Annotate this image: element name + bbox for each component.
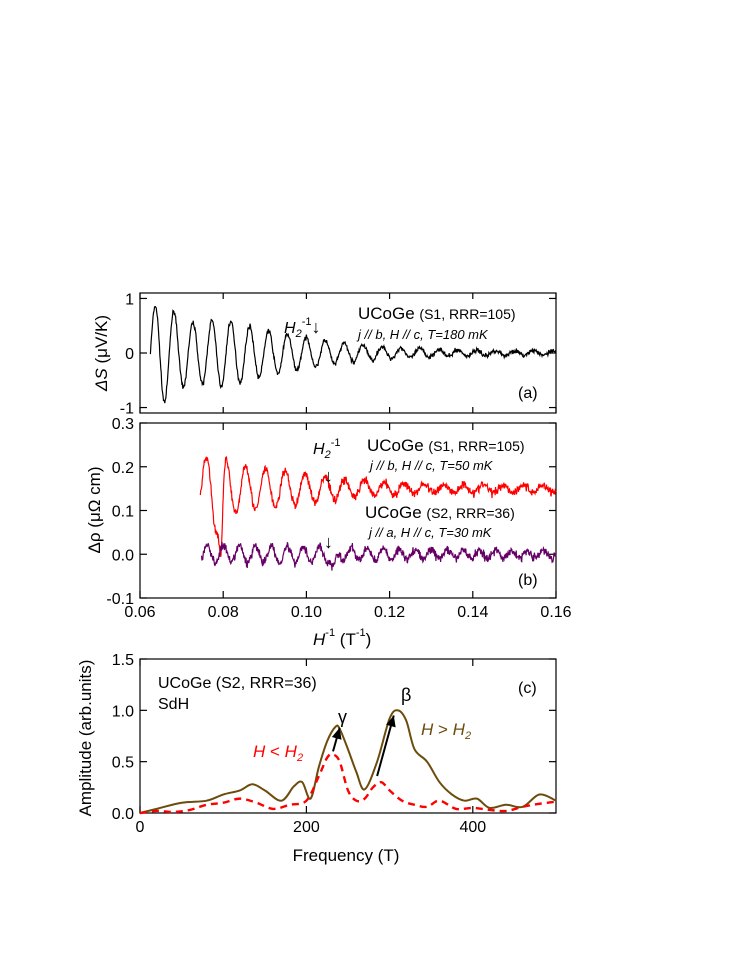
- panel-b-xtick-label: 0.14: [457, 604, 488, 621]
- panel-b-ytick-label: 0.1: [112, 504, 134, 521]
- panel-c-y-ticks: 1.5 1.0 0.5 0.0: [112, 652, 556, 823]
- legend-h-below-h2: H < H2: [253, 742, 303, 764]
- panel-a-sample-title: UCoGe (S1, RRR=105): [358, 304, 516, 323]
- panel-c-frame: [139, 658, 557, 814]
- panel-b-xtick-label: 0.16: [540, 604, 571, 621]
- panel-b-ytick-label: 0.3: [112, 416, 134, 433]
- panel-b-xtick-label: 0.06: [124, 604, 155, 621]
- panel-b-series: [199, 456, 557, 571]
- panel-c-series: [139, 709, 557, 815]
- panel-a-ytick-label: 1: [125, 291, 134, 308]
- panel-a-label: (a): [518, 385, 538, 402]
- panel-a-ylabel: ΔS (μV/K): [92, 315, 111, 392]
- panel-b-s2-series-line: [200, 542, 557, 571]
- panel-a: 1 0 -1 ΔS (μV/K) UCoGe (S1, RRR=105) j // …: [92, 291, 557, 418]
- panel-b: 0.3 0.2 0.1 0.0 -0.1 0.06 0.08 0.10 0.12 0.14 0.1…: [85, 416, 572, 649]
- panel-b-s1-conditions: j // b, H // c, T=50 mK: [368, 458, 494, 473]
- panel-b-s2-title: UCoGe (S2, RRR=36): [365, 503, 515, 522]
- panel-c: 1.5 1.0 0.5 0.0 0 200 400 Amplitude (arb.unit…: [76, 652, 557, 865]
- panel-b-s1-series-line: [199, 456, 557, 557]
- panel-c-xlabel: Frequency (T): [293, 846, 400, 865]
- spectrum-h-above-h2: [139, 709, 557, 814]
- panel-c-xtick-label: 400: [459, 819, 486, 836]
- panel-b-s1-title: UCoGe (S1, RRR=105): [367, 436, 525, 455]
- panel-b-y-ticks: 0.3 0.2 0.1 0.0 -0.1: [106, 416, 556, 608]
- peak-shift-arrows: [331, 715, 396, 777]
- panel-b-ytick-label: -0.1: [106, 591, 134, 608]
- panel-b-label: (b): [518, 572, 538, 589]
- panel-c-ylabel: Amplitude (arb.units): [76, 660, 95, 817]
- panel-c-sample-title: UCoGe (S2, RRR=36): [158, 675, 317, 692]
- panel-b-ytick-label: 0.2: [112, 460, 134, 477]
- panel-a-ytick-label: 0: [125, 346, 134, 363]
- panel-b-lower-arrow: ↓: [324, 532, 333, 552]
- panel-b-xtick-label: 0.08: [208, 604, 239, 621]
- gamma-shift-arrow-head: [331, 727, 342, 740]
- peak-gamma-label: γ: [338, 707, 347, 727]
- panel-c-ytick-label: 1.5: [112, 652, 134, 669]
- panel-b-h2-arrow: ↓: [324, 466, 333, 486]
- spectrum-h-below-h2: [139, 752, 557, 815]
- panel-b-ylabel: Δρ (μΩ cm): [85, 467, 104, 554]
- panel-b-s2-conditions: j // a, H // c, T=30 mK: [367, 525, 493, 540]
- legend-h-above-h2: H > H2: [421, 720, 471, 742]
- panel-a-series-line: [149, 305, 557, 404]
- panel-a-y-ticks: 1 0 -1: [120, 291, 557, 418]
- panel-c-xtick-label: 0: [136, 819, 145, 836]
- panel-a-conditions: j // b, H // c, T=180 mK: [356, 327, 489, 342]
- panel-a-series: [149, 305, 557, 404]
- panel-c-ytick-label: 0.0: [112, 806, 134, 823]
- panel-a-h2-annotation: H2-1↓: [284, 316, 320, 340]
- panel-a-ytick-label: -1: [120, 401, 134, 418]
- panel-c-ytick-label: 0.5: [112, 755, 134, 772]
- panel-b-xtick-label: 0.10: [291, 604, 322, 621]
- panel-c-method: SdH: [158, 696, 189, 713]
- panel-b-x-ticks: 0.06 0.08 0.10 0.12 0.14 0.16: [124, 423, 572, 621]
- panel-b-xtick-label: 0.12: [374, 604, 405, 621]
- beta-shift-arrow-head: [386, 715, 396, 728]
- panel-c-x-ticks: 0 200 400: [136, 659, 486, 836]
- panel-b-xlabel: H-1 (T-1): [313, 627, 371, 649]
- panel-b-h2-annotation: H2-1: [313, 437, 340, 461]
- peak-beta-label: β: [401, 685, 411, 705]
- panel-b-ytick-label: 0.0: [112, 547, 134, 564]
- panel-c-ytick-label: 1.0: [112, 703, 134, 720]
- panel-c-label: (c): [518, 680, 537, 697]
- panel-c-xtick-label: 200: [293, 819, 320, 836]
